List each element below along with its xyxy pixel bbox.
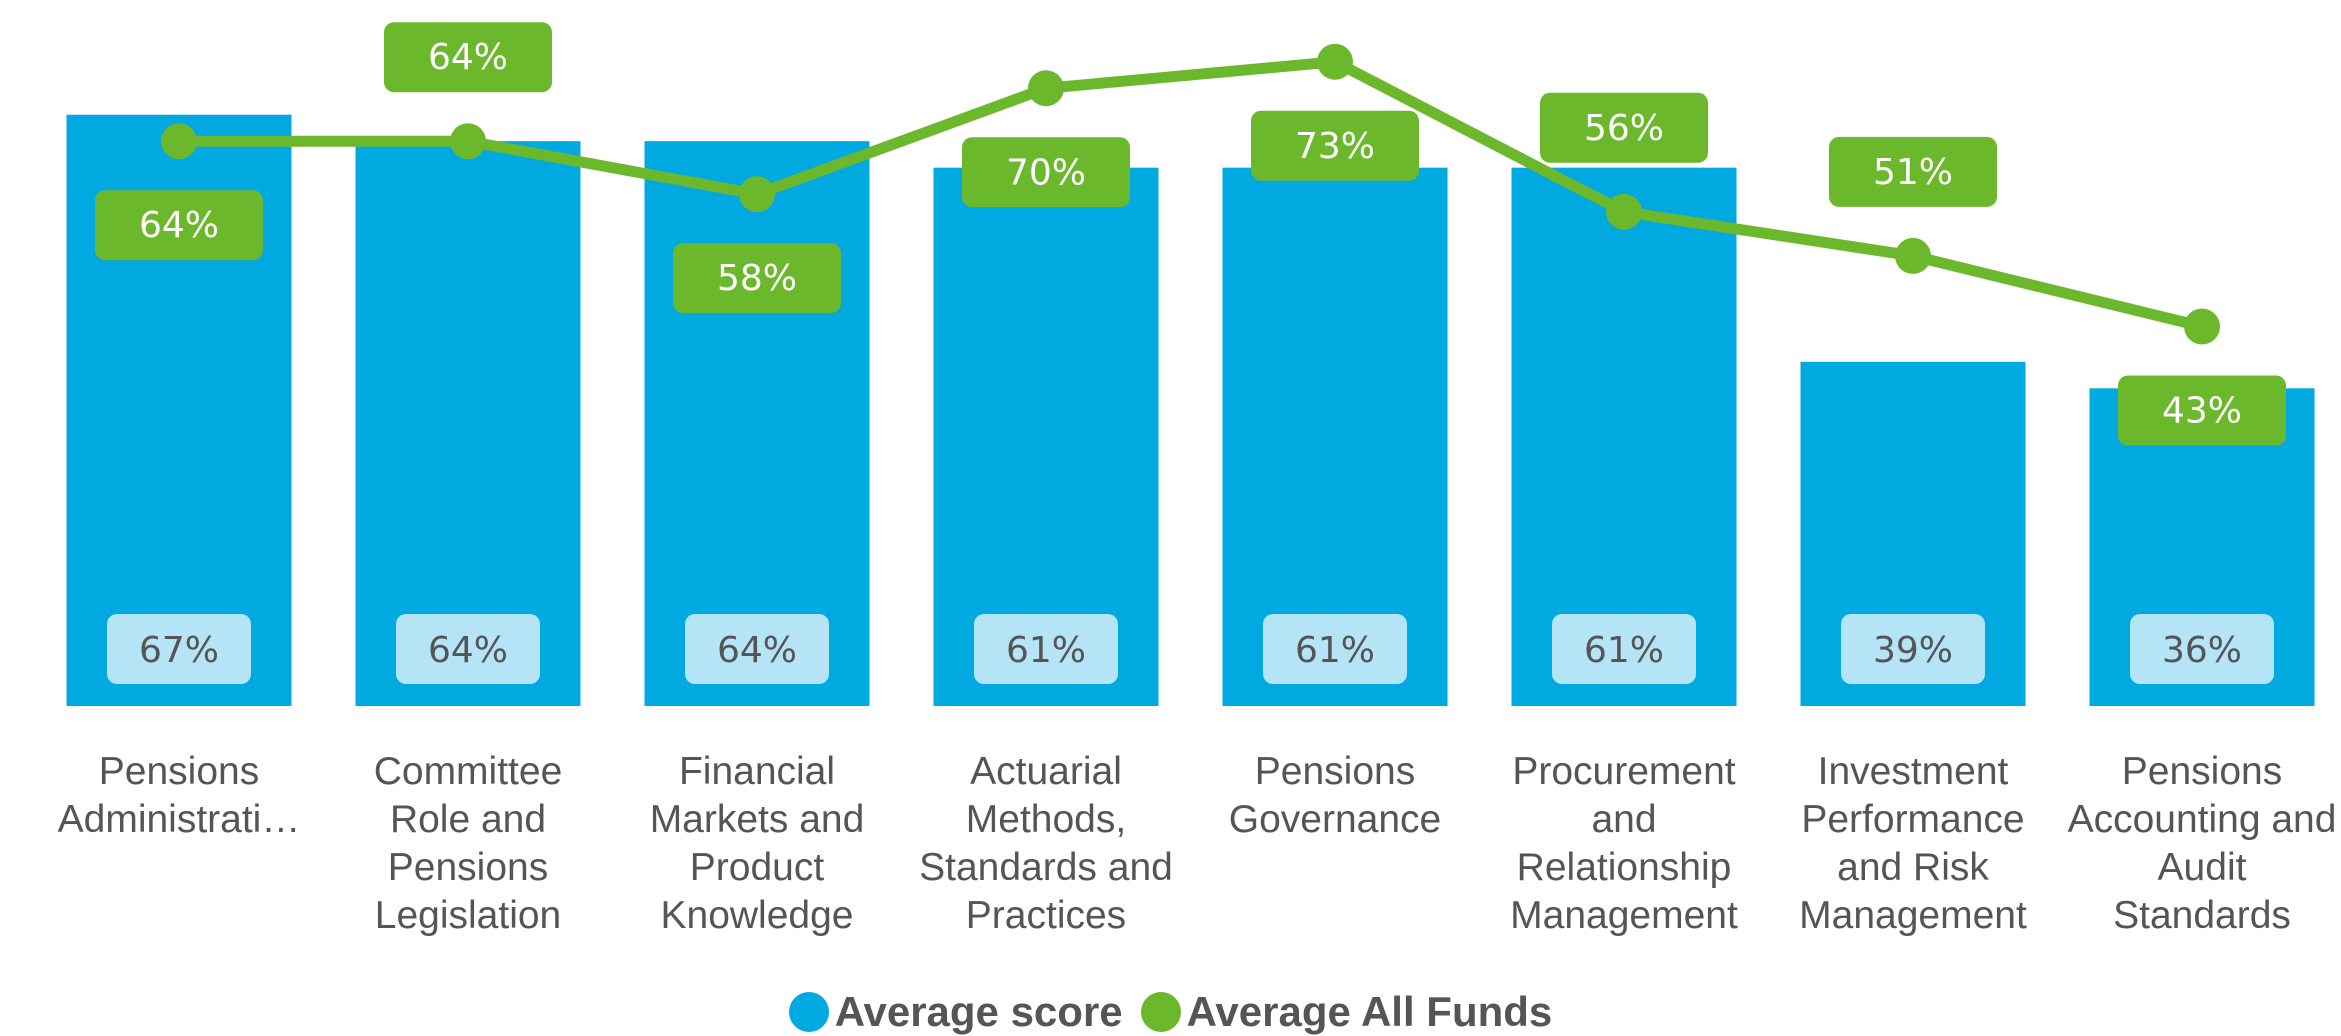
marker — [1606, 193, 1642, 230]
x-tick-label: Actuarial Methods, Standards and Practic… — [919, 750, 1173, 937]
legend: Average score Average All Funds — [0, 988, 2341, 1036]
bar — [644, 141, 870, 706]
chart: 67% 64% 64% 61% 61% 61% 39% 36% 64% 64% 58% 70% 73% 5… — [66, 22, 2315, 707]
marker — [161, 123, 197, 160]
legend-label: Average score — [834, 988, 1123, 1035]
marker — [2184, 308, 2220, 345]
x-tick-label: Investment Performance and Risk Manageme… — [1799, 750, 2027, 937]
data-label-box — [1263, 614, 1407, 684]
legend-item: Average All Funds — [1140, 988, 1553, 1036]
x-tick-label: Pensions Administrati… — [57, 750, 301, 841]
data-label: 61% — [1584, 630, 1664, 671]
data-label: 64% — [428, 37, 508, 78]
data-label-box — [1540, 92, 1708, 163]
data-label-box — [1841, 614, 1985, 684]
x-tick-label: Pensions Governance — [1228, 750, 1442, 841]
marker — [450, 123, 486, 160]
data-label-box — [2118, 375, 2286, 446]
data-label: 36% — [2162, 630, 2242, 671]
data-label-box — [1552, 614, 1696, 684]
legend-swatch — [788, 992, 829, 1032]
data-label-box — [974, 614, 1118, 684]
data-label: 43% — [2162, 391, 2242, 432]
data-label: 39% — [1873, 630, 1953, 671]
data-label: 64% — [428, 630, 508, 671]
line — [179, 56, 2204, 332]
legend-label: Average All Funds — [1186, 988, 1553, 1035]
data-label-box — [107, 614, 251, 684]
data-label: 73% — [1295, 126, 1375, 167]
legend-swatch — [1140, 992, 1181, 1032]
data-label-box — [1251, 110, 1419, 181]
data-label-box — [2130, 614, 2274, 684]
x-tick-label: Financial Markets and Product Knowledge — [649, 750, 865, 937]
data-label-box — [95, 190, 263, 261]
x-tick-label: Committee Role and Pensions Legislation — [373, 750, 563, 937]
data-label-box — [673, 243, 841, 314]
data-label: 67% — [139, 630, 219, 671]
data-label: 64% — [139, 205, 219, 246]
data-label: 70% — [1006, 152, 1086, 193]
data-label: 61% — [1295, 630, 1375, 671]
x-tick-label: Pensions Accounting and Audit Standards — [2067, 750, 2337, 937]
marker — [1317, 43, 1353, 80]
data-label: 58% — [717, 258, 797, 299]
data-label-box — [685, 614, 829, 684]
x-tick-label: Procurement and Relationship Management — [1510, 750, 1738, 937]
bar — [355, 141, 581, 706]
data-label-box — [962, 137, 1130, 208]
data-label: 51% — [1873, 152, 1953, 193]
data-label-box — [384, 22, 552, 93]
marker — [739, 176, 775, 213]
marker — [1028, 70, 1064, 107]
data-label-box — [1829, 136, 1997, 207]
data-label-box — [396, 614, 540, 684]
marker — [1895, 237, 1931, 274]
data-label: 56% — [1584, 108, 1664, 149]
data-label: 64% — [717, 630, 797, 671]
legend-item: Average score — [788, 988, 1123, 1036]
data-label: 61% — [1006, 630, 1086, 671]
